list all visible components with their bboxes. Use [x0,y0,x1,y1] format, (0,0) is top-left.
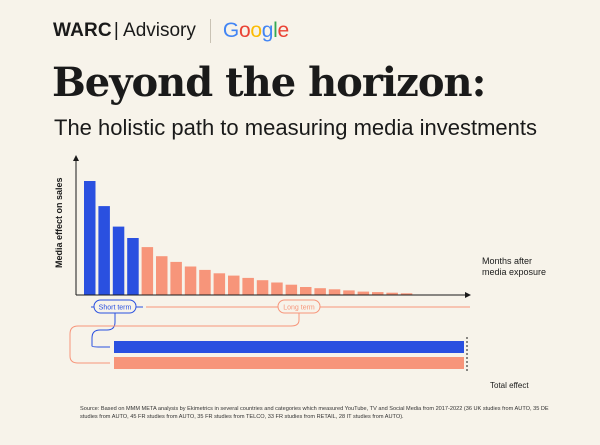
page-title: Beyond the horizon: [52,59,486,106]
warc-logo: WARC [53,20,112,41]
long-term-bar-11 [228,275,240,295]
long-term-bar-20 [357,291,370,295]
short-term-label: Short term [99,305,132,312]
long-term-bar-14 [271,282,283,295]
brand-divider [209,19,211,43]
long-term-bar-13 [256,280,269,295]
long-term-label: Long term [283,305,315,312]
x-axis-label: Months after media exposure [482,256,546,277]
long-term-bar-15 [285,284,298,295]
long-term-bar-7 [170,261,182,295]
advisory-label: | Advisory [113,20,196,41]
y-axis-label: Media effect on sales [54,177,64,268]
long-term-total-bar [114,357,464,369]
short-term-connector [91,313,116,348]
page-subtitle: The holistic path to measuring media inv… [54,115,538,140]
long-term-bar-6 [156,256,168,295]
total-effect-label: Total effect [490,381,529,390]
long-term-bar-9 [199,269,211,295]
long-term-bar-5 [141,247,154,295]
source-footnote: Source: Based on MMM META analysis by Ek… [80,406,549,420]
short-term-bar-3 [112,226,125,295]
long-term-bar-22 [386,292,398,295]
long-term-bar-16 [300,287,312,295]
long-term-bar-8 [184,266,197,295]
long-term-bar-21 [372,292,384,295]
long-term-bar-10 [213,273,226,295]
long-term-bar-17 [314,288,326,295]
short-term-total-bar [114,341,464,353]
long-term-connector [69,313,300,364]
long-term-bar-19 [343,290,355,295]
long-term-bar-18 [328,289,341,295]
brand-header: WARC | Advisory Google [53,18,289,44]
long-term-bar-12 [242,277,254,295]
long-term-bar-23 [400,293,413,295]
bars-group [84,181,413,295]
short-term-bar-2 [98,206,110,295]
google-logo: Google [222,19,289,42]
short-term-bar-1 [84,181,96,295]
short-term-bar-4 [127,238,139,295]
